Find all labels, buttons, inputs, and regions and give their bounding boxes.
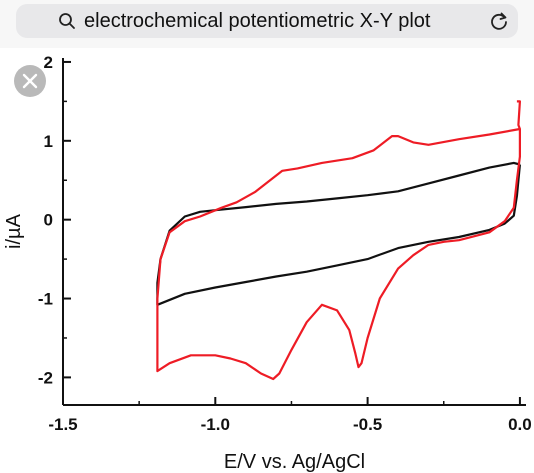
search-query-text[interactable]: electrochemical potentiometric X-Y plot: [84, 10, 431, 32]
y-tick-label: -2: [38, 368, 53, 387]
x-tick-label: -0.5: [353, 415, 382, 434]
black-cv-curve: [156, 161, 521, 306]
reload-icon[interactable]: [489, 11, 509, 31]
close-image-button[interactable]: [14, 65, 46, 97]
y-tick-label: -1: [38, 290, 53, 309]
x-tick-label: 0.0: [508, 415, 532, 434]
search-icon: [59, 13, 75, 29]
y-tick-label: 0: [44, 211, 53, 230]
y-axis-title: i/µA: [3, 213, 25, 249]
search-bar[interactable]: electrochemical potentiometric X-Y plot: [16, 4, 518, 38]
y-tick-label: 1: [44, 132, 53, 151]
x-axis-title: E/V vs. Ag/AgCl: [224, 451, 365, 473]
x-tick-label: -1.0: [201, 415, 230, 434]
browser-top-bar: electrochemical potentiometric X-Y plot: [0, 0, 534, 48]
red-cv-curve: [156, 100, 521, 381]
y-tick-label: 2: [44, 53, 53, 72]
close-icon: [22, 73, 38, 89]
x-tick-label: -1.5: [48, 415, 77, 434]
cyclic-voltammogram-chart: -2 -1 0 1 2 -1.5 -1.0 -0.5 0.0 E/V vs. Ag/AgCl i/µ…: [3, 53, 532, 473]
